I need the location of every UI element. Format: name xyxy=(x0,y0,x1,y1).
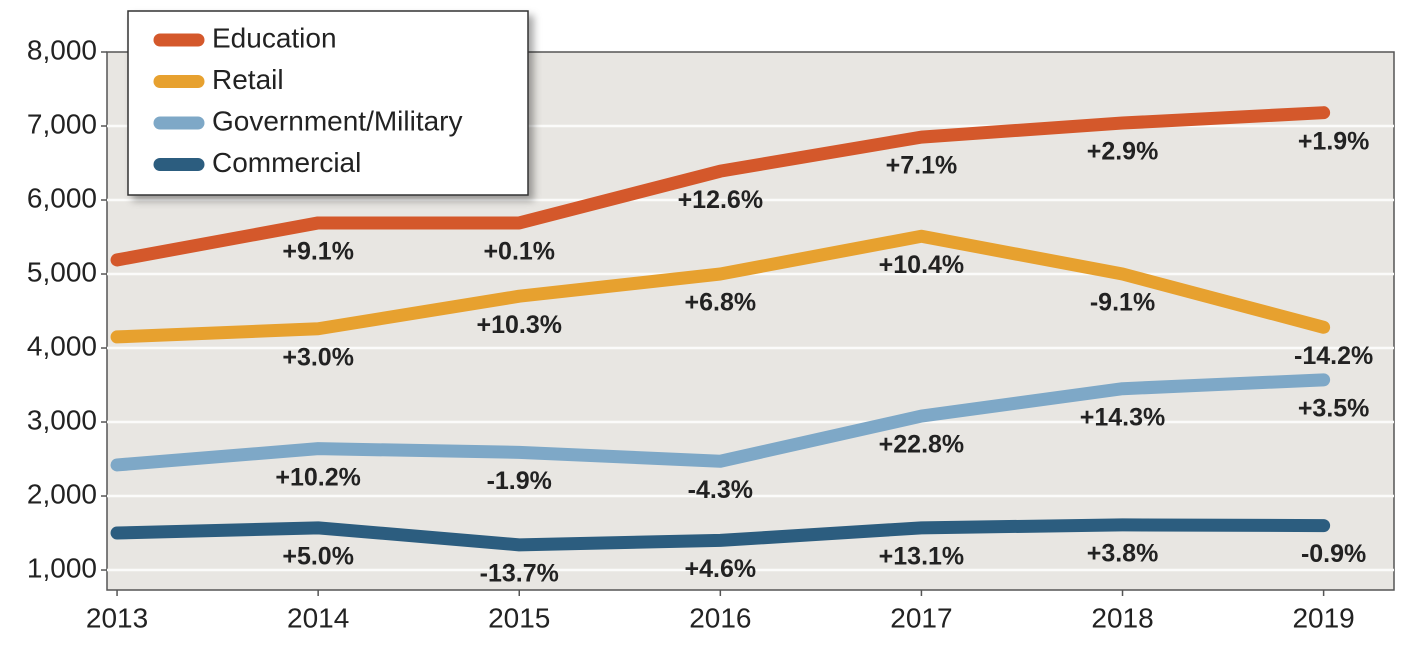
change-label: -13.7% xyxy=(480,559,559,587)
annotations: +9.1% +0.1% +12.6% +7.1% +2.9% +1.9% +3.0% +10.… xyxy=(275,127,1373,587)
legend-label: Education xyxy=(212,22,337,53)
y-tick-label: 8,000 xyxy=(27,34,97,65)
change-label: +14.3% xyxy=(1080,403,1166,431)
change-label: +6.8% xyxy=(685,289,757,317)
change-label: -1.9% xyxy=(487,467,552,495)
change-label: +13.1% xyxy=(879,542,965,570)
change-label: +9.1% xyxy=(282,238,354,266)
series-line xyxy=(110,518,1331,552)
change-label: +4.6% xyxy=(685,555,757,583)
legend: Education Retail Government/Military Commer… xyxy=(127,10,529,196)
change-label: +2.9% xyxy=(1087,138,1159,166)
change-label: +7.1% xyxy=(886,152,958,180)
x-tick-label: 2015 xyxy=(488,602,550,633)
change-label: +10.2% xyxy=(275,463,361,491)
y-tick-label: 5,000 xyxy=(27,256,97,287)
change-label: +10.3% xyxy=(476,311,562,339)
y-tick-label: 4,000 xyxy=(27,330,97,361)
x-tick-label: 2018 xyxy=(1091,602,1153,633)
change-label: +3.5% xyxy=(1298,394,1370,422)
x-tick-label: 2016 xyxy=(689,602,751,633)
legend-label: Commercial xyxy=(212,147,361,178)
change-label: +1.9% xyxy=(1298,127,1370,155)
series-line xyxy=(110,106,1331,267)
x-tick-label: 2019 xyxy=(1292,602,1354,633)
series-line xyxy=(110,229,1331,344)
legend-label: Retail xyxy=(212,64,284,95)
x-tick-label: 2017 xyxy=(890,602,952,633)
series-line xyxy=(110,373,1331,472)
change-label: -4.3% xyxy=(688,476,753,504)
lines xyxy=(110,106,1331,552)
x-tick-label: 2014 xyxy=(287,602,349,633)
y-tick-label: 2,000 xyxy=(27,478,97,509)
change-label: -14.2% xyxy=(1294,342,1373,370)
change-label: +0.1% xyxy=(483,238,555,266)
change-label: +5.0% xyxy=(282,542,354,570)
y-tick-label: 1,000 xyxy=(27,552,97,583)
change-label: +10.4% xyxy=(879,251,965,279)
change-label: +12.6% xyxy=(678,186,764,214)
change-label: +3.0% xyxy=(282,343,354,371)
change-label: +3.8% xyxy=(1087,539,1159,567)
legend-label: Government/Military xyxy=(212,105,463,136)
y-tick-label: 7,000 xyxy=(27,108,97,139)
change-label: -0.9% xyxy=(1301,540,1366,568)
axes: 1,000 2,000 3,000 4,000 5,000 6,000 7,000 8,000… xyxy=(27,34,1355,633)
x-tick-label: 2013 xyxy=(86,602,148,633)
y-tick-label: 3,000 xyxy=(27,404,97,435)
change-label: -9.1% xyxy=(1090,289,1155,317)
y-tick-label: 6,000 xyxy=(27,182,97,213)
change-label: +22.8% xyxy=(879,431,965,459)
